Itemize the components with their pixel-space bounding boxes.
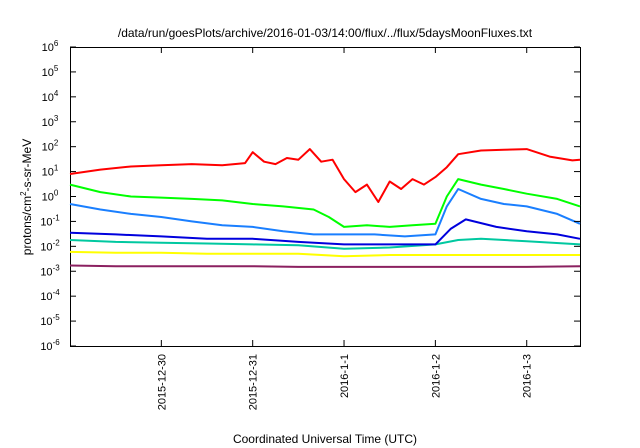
y-tick-label: 10-3 bbox=[40, 263, 60, 278]
y-axis-title-prefix: protons/cm bbox=[20, 196, 34, 255]
y-tick-exponent: 5 bbox=[54, 64, 59, 73]
series-line bbox=[69, 178, 581, 228]
y-tick-exponent: 1 bbox=[54, 164, 59, 173]
series-line bbox=[69, 148, 581, 203]
y-tick-exponent: 4 bbox=[54, 89, 59, 98]
y-tick-base: 10 bbox=[42, 42, 54, 54]
y-tick-exponent: -5 bbox=[53, 313, 61, 322]
y-tick-label: 105 bbox=[42, 64, 59, 79]
y-tick-exponent: 6 bbox=[54, 39, 59, 48]
y-tick-base: 10 bbox=[40, 241, 52, 253]
series-line bbox=[69, 250, 580, 258]
y-tick-label: 106 bbox=[42, 39, 59, 54]
y-tick-exponent: -3 bbox=[53, 263, 61, 272]
y-tick-label: 102 bbox=[42, 139, 59, 154]
x-tick-label: 2016-1-2 bbox=[430, 354, 442, 398]
y-axis: 10-610-510-410-310-210-11001011021031041… bbox=[40, 39, 580, 353]
y-tick-base: 10 bbox=[40, 266, 52, 278]
y-tick-base: 10 bbox=[40, 216, 52, 228]
y-tick-base: 10 bbox=[42, 142, 54, 154]
y-tick-exponent: -6 bbox=[53, 338, 61, 347]
series-line bbox=[69, 218, 581, 246]
x-tick-label: 2015-12-31 bbox=[248, 354, 260, 410]
y-tick-base: 10 bbox=[40, 316, 52, 328]
y-tick-base: 10 bbox=[42, 117, 54, 129]
x-tick-label: 2016-1-3 bbox=[522, 354, 534, 398]
y-tick-label: 10-2 bbox=[40, 238, 60, 253]
x-tick-label: 2015-12-30 bbox=[156, 354, 168, 410]
y-tick-label: 104 bbox=[42, 89, 59, 104]
series-line bbox=[69, 188, 581, 238]
y-tick-base: 10 bbox=[42, 192, 54, 204]
chart-title: /data/run/goesPlots/archive/2016-01-03/1… bbox=[118, 26, 533, 40]
y-tick-exponent: -2 bbox=[53, 238, 61, 247]
y-tick-exponent: -1 bbox=[53, 213, 61, 222]
x-axis-title: Coordinated Universal Time (UTC) bbox=[233, 432, 417, 446]
y-tick-label: 10-6 bbox=[40, 338, 60, 353]
y-tick-base: 10 bbox=[42, 92, 54, 104]
y-tick-label: 10-1 bbox=[40, 213, 60, 228]
y-tick-exponent: 0 bbox=[54, 189, 59, 198]
y-tick-exponent: 3 bbox=[54, 114, 59, 123]
y-axis-title-superscript: 2 bbox=[19, 191, 28, 196]
y-tick-label: 103 bbox=[42, 114, 59, 129]
y-axis-title-suffix: -s-sr-MeV bbox=[20, 139, 34, 192]
y-tick-label: 101 bbox=[42, 164, 59, 179]
y-tick-label: 10-4 bbox=[40, 288, 60, 303]
y-tick-exponent: 2 bbox=[54, 139, 59, 148]
y-tick-base: 10 bbox=[42, 167, 54, 179]
x-tick-label: 2016-1-1 bbox=[339, 354, 351, 398]
y-tick-exponent: -4 bbox=[53, 288, 61, 297]
y-axis-title: protons/cm2-s-sr-MeV bbox=[19, 139, 34, 255]
series-layer bbox=[69, 148, 581, 268]
y-tick-label: 100 bbox=[42, 189, 59, 204]
y-tick-base: 10 bbox=[42, 67, 54, 79]
series-line bbox=[69, 264, 581, 268]
y-tick-base: 10 bbox=[40, 341, 52, 353]
x-axis: 2015-12-30 2015-12-31 2016-1-1 2016-1-2 2016… bbox=[156, 47, 534, 410]
y-tick-base: 10 bbox=[40, 291, 52, 303]
y-tick-label: 10-5 bbox=[40, 313, 60, 328]
series-line bbox=[69, 237, 581, 250]
